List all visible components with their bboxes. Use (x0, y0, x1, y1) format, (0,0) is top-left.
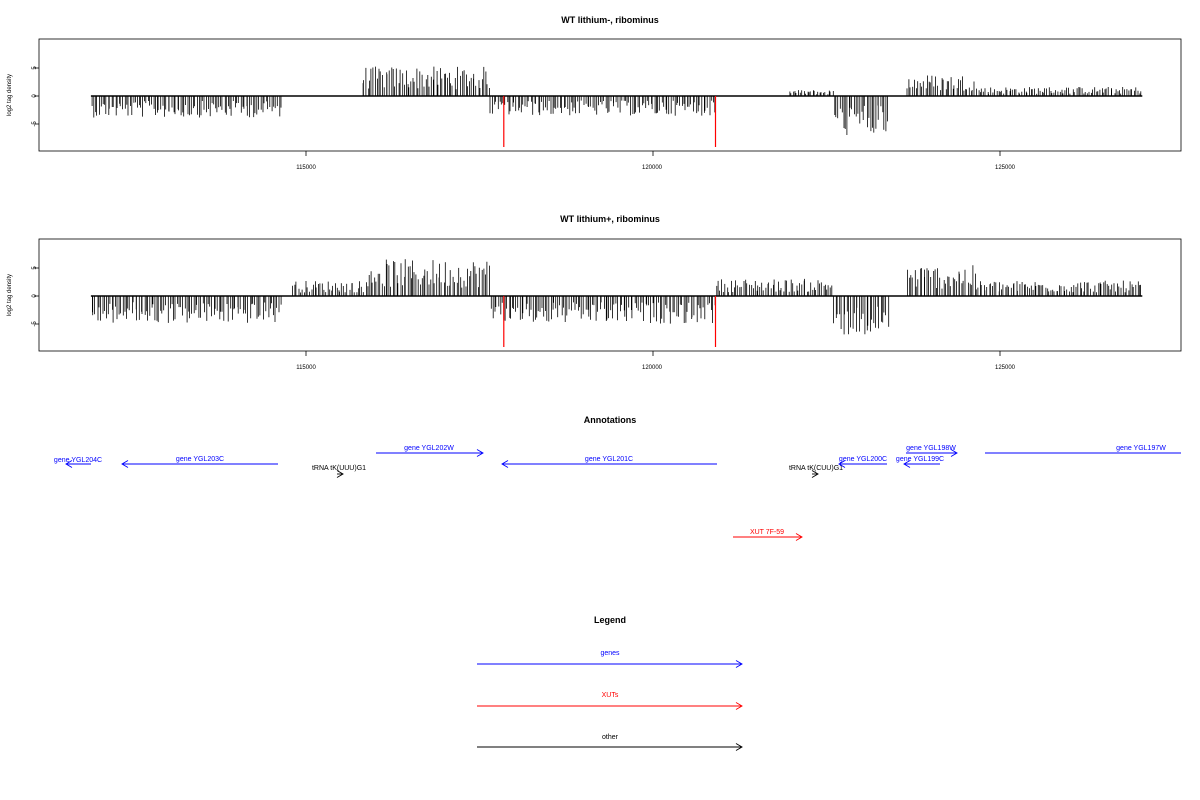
feature-ygl202w: gene YGL202W (376, 445, 484, 457)
feature-ygl204c-arrowhead (65, 460, 73, 468)
feature-xut-7f-59: XUT 7F-59 (733, 529, 803, 541)
panel-2-frame (38, 238, 1182, 352)
feature-ygl198w-arrowhead (950, 449, 958, 457)
panel-1-xtick-1: 120000 (642, 165, 663, 171)
panel-2-ylabel: log2 tag density (7, 274, 13, 316)
feature-ygl204c-label: gene YGL204C (54, 457, 102, 464)
feature-trna-tk-cuu-g1: tRNA tK(CUU)G1 (789, 465, 843, 478)
feature-ygl197w: gene YGL197W (985, 445, 1181, 454)
feature-ygl203c: gene YGL203C (121, 456, 278, 468)
panel-2-xtick-1: 120000 (642, 365, 663, 371)
panel-1-axes: 115000 120000 125000 -5 0 5 log2 tag den… (7, 66, 1016, 171)
feature-ygl198w: gene YGL198W (906, 445, 958, 457)
legend-xuts-arrowhead (735, 702, 743, 710)
panel-1-xtick-2: 125000 (995, 165, 1016, 171)
feature-ygl204c: gene YGL204C (54, 457, 102, 468)
panel-1-xtick-0: 115000 (296, 165, 316, 171)
feature-ygl201c: gene YGL201C (501, 456, 717, 468)
feature-ygl198w-label: gene YGL198W (906, 445, 956, 452)
legend-item-xuts: XUTs (477, 692, 743, 710)
feature-xut-7f-59-label: XUT 7F-59 (750, 529, 784, 536)
feature-ygl201c-arrowhead (501, 460, 509, 468)
feature-ygl203c-label: gene YGL203C (176, 456, 224, 463)
annotations-panel: Annotations gene YGL204C gene YGL203C tR… (54, 415, 1181, 541)
legend-other-label: other (602, 734, 619, 741)
legend-item-other: other (477, 734, 743, 751)
panel-lithium-minus: WT lithium-, ribominus 115000 120000 125… (7, 15, 1182, 171)
panel-1-ylabel: log2 tag density (7, 74, 13, 116)
feature-trna-tk-cuu-g1-arrowhead (811, 470, 819, 478)
legend-item-genes: genes (477, 650, 743, 668)
feature-trna-tk-uuu-g1: tRNA tK(UUU)G1 (312, 465, 366, 478)
panel-2-bars (90, 259, 1143, 347)
feature-trna-tk-uuu-g1-label: tRNA tK(UUU)G1 (312, 465, 366, 472)
feature-ygl200c-arrowhead (838, 460, 846, 468)
panel-1-bars (90, 66, 1143, 147)
legend-genes-arrowhead (735, 660, 743, 668)
feature-ygl201c-label: gene YGL201C (585, 456, 633, 463)
feature-ygl197w-label: gene YGL197W (1116, 445, 1166, 452)
feature-ygl200c: gene YGL200C (838, 456, 887, 468)
panel-2-xtick-2: 125000 (995, 365, 1016, 371)
annotations-title: Annotations (584, 415, 637, 425)
feature-trna-tk-uuu-g1-arrowhead (336, 470, 344, 478)
panel-1-frame (38, 38, 1182, 152)
feature-ygl199c-arrowhead (903, 460, 911, 468)
feature-xut-7f-59-arrowhead (795, 533, 803, 541)
panel-1-title: WT lithium-, ribominus (561, 15, 659, 25)
feature-ygl202w-arrowhead (476, 449, 484, 457)
panel-lithium-plus: WT lithium+, ribominus 115000 120000 125… (7, 214, 1182, 371)
legend: Legend genes XUTs other (477, 615, 743, 751)
panel-2-axes: 115000 120000 125000 -5 0 5 log2 tag den… (7, 266, 1016, 371)
legend-genes-label: genes (600, 650, 620, 657)
legend-xuts-label: XUTs (602, 692, 619, 699)
feature-ygl202w-label: gene YGL202W (404, 445, 454, 452)
feature-ygl203c-arrowhead (121, 460, 129, 468)
legend-other-arrowhead (735, 743, 743, 751)
legend-title: Legend (594, 615, 626, 625)
feature-trna-tk-cuu-g1-label: tRNA tK(CUU)G1 (789, 465, 843, 472)
feature-ygl200c-label: gene YGL200C (839, 456, 887, 463)
panel-2-xtick-0: 115000 (296, 365, 316, 371)
panel-2-title: WT lithium+, ribominus (560, 214, 660, 224)
feature-ygl199c: gene YGL199C (896, 456, 944, 468)
feature-ygl199c-label: gene YGL199C (896, 456, 944, 463)
